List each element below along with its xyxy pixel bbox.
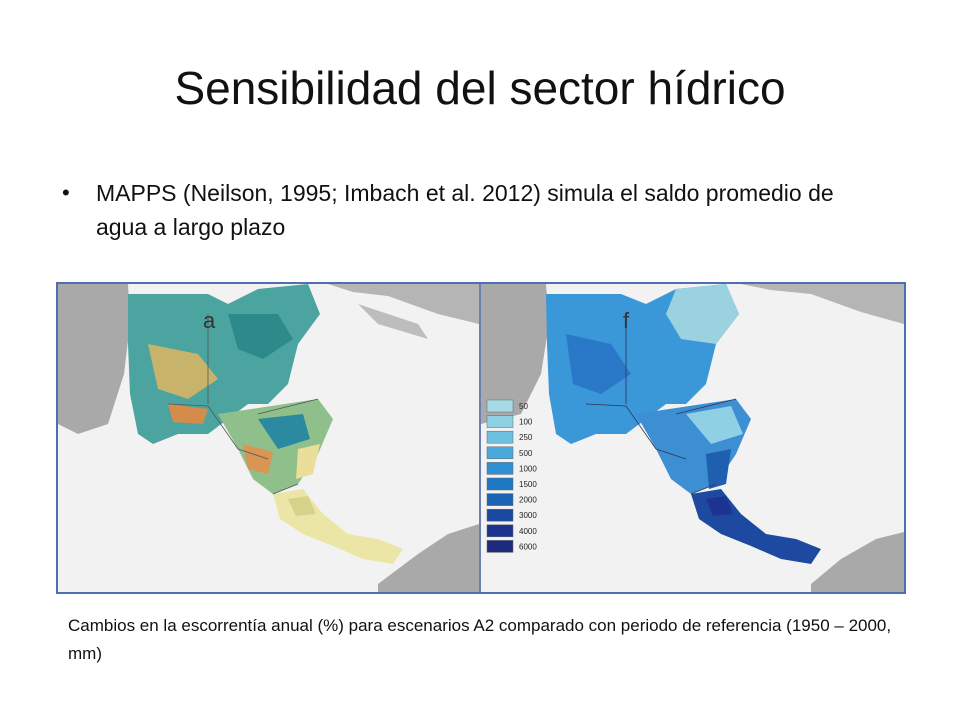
- map-f-image: f 50 100 250 500 1000 1500 2000 3000 4000 6000: [481, 284, 904, 592]
- legend-label: 4000: [519, 527, 537, 536]
- legend-label: 6000: [519, 542, 537, 551]
- map-panel-a: a: [58, 284, 481, 592]
- legend-swatch: [486, 430, 514, 444]
- panel-f-letter: f: [623, 308, 630, 333]
- legend-swatch: [486, 462, 514, 475]
- legend-label: 2000: [519, 496, 537, 505]
- bullet-item: • MAPPS (Neilson, 1995; Imbach et al. 20…: [62, 176, 882, 244]
- bullet-text: MAPPS (Neilson, 1995; Imbach et al. 2012…: [96, 180, 834, 240]
- legend-label: 250: [519, 433, 533, 442]
- runoff-legend: 50 100 250 500 1000 1500 2000 3000 4000 6000: [486, 399, 537, 553]
- legend-label: 100: [519, 418, 533, 427]
- figure-caption: Cambios en la escorrentía anual (%) para…: [68, 616, 892, 663]
- bullet-dot-icon: •: [62, 180, 70, 205]
- runoff-map-figure: a f 50 100 250 500 1000 1500 2000 3000 4000 6000: [56, 282, 906, 594]
- map-panel-f: f 50 100 250 500 1000 1500 2000 3000 4000 6000: [481, 284, 904, 592]
- map-a-image: a: [58, 284, 479, 592]
- legend-swatch: [486, 524, 514, 538]
- legend-label: 1500: [519, 480, 537, 489]
- legend-swatch: [486, 399, 514, 413]
- legend-label: 1000: [519, 464, 537, 473]
- legend-label: 3000: [519, 511, 537, 520]
- legend-swatch: [486, 415, 514, 428]
- legend-label: 50: [519, 402, 528, 411]
- panel-a-letter: a: [203, 308, 216, 333]
- legend-swatch: [486, 446, 514, 460]
- legend-swatch: [486, 477, 514, 491]
- legend-swatch: [486, 508, 514, 522]
- legend-label: 500: [519, 449, 533, 458]
- legend-swatch: [486, 540, 514, 553]
- legend-swatch: [486, 493, 514, 506]
- slide-title: Sensibilidad del sector hídrico: [174, 62, 786, 114]
